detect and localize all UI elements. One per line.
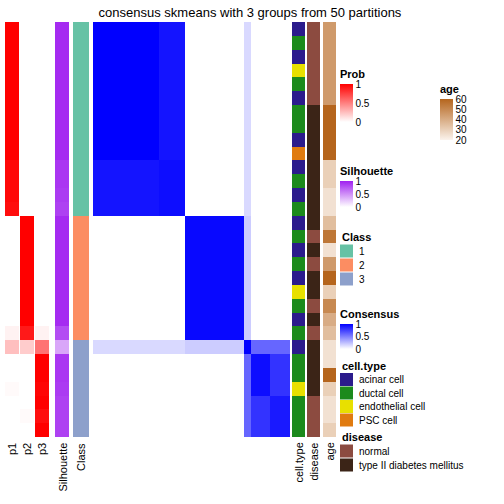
svg-text:1: 1 <box>356 319 362 330</box>
svg-text:Silhouette: Silhouette <box>57 443 69 492</box>
svg-text:0: 0 <box>356 202 362 213</box>
svg-text:0.5: 0.5 <box>356 98 370 109</box>
svg-text:cell.type: cell.type <box>342 360 386 372</box>
svg-text:disease: disease <box>342 431 382 443</box>
svg-text:50: 50 <box>456 104 468 115</box>
svg-text:20: 20 <box>456 135 468 146</box>
svg-text:30: 30 <box>456 124 468 135</box>
svg-text:p2: p2 <box>21 443 33 455</box>
svg-text:normal: normal <box>359 446 390 457</box>
svg-text:3: 3 <box>359 274 365 285</box>
svg-text:Class: Class <box>75 443 87 471</box>
svg-text:1: 1 <box>359 246 365 257</box>
svg-text:Consensus: Consensus <box>340 308 399 320</box>
svg-text:60: 60 <box>456 94 468 105</box>
svg-text:40: 40 <box>456 114 468 125</box>
svg-text:0: 0 <box>356 344 362 355</box>
svg-text:type II diabetes mellitus: type II diabetes mellitus <box>359 460 464 471</box>
svg-text:acinar cell: acinar cell <box>359 374 404 385</box>
svg-text:Silhouette: Silhouette <box>340 165 393 177</box>
svg-text:cell.type: cell.type <box>293 442 305 482</box>
svg-text:p3: p3 <box>36 443 48 455</box>
svg-text:2: 2 <box>359 260 365 271</box>
svg-text:1: 1 <box>356 176 362 187</box>
svg-text:ductal cell: ductal cell <box>359 388 403 399</box>
svg-text:consensus skmeans with 3 group: consensus skmeans with 3 groups from 50 … <box>99 5 402 20</box>
svg-text:0.5: 0.5 <box>356 189 370 200</box>
svg-text:0.5: 0.5 <box>356 331 370 342</box>
svg-text:PSC cell: PSC cell <box>359 415 397 426</box>
svg-text:disease: disease <box>308 443 320 481</box>
svg-text:Class: Class <box>342 231 371 243</box>
svg-text:age: age <box>324 442 336 460</box>
svg-text:0: 0 <box>356 117 362 128</box>
svg-text:p1: p1 <box>6 443 18 455</box>
svg-text:Prob: Prob <box>340 68 365 80</box>
svg-text:1: 1 <box>356 79 362 90</box>
svg-text:endothelial cell: endothelial cell <box>359 401 425 412</box>
svg-text:age: age <box>440 83 459 95</box>
